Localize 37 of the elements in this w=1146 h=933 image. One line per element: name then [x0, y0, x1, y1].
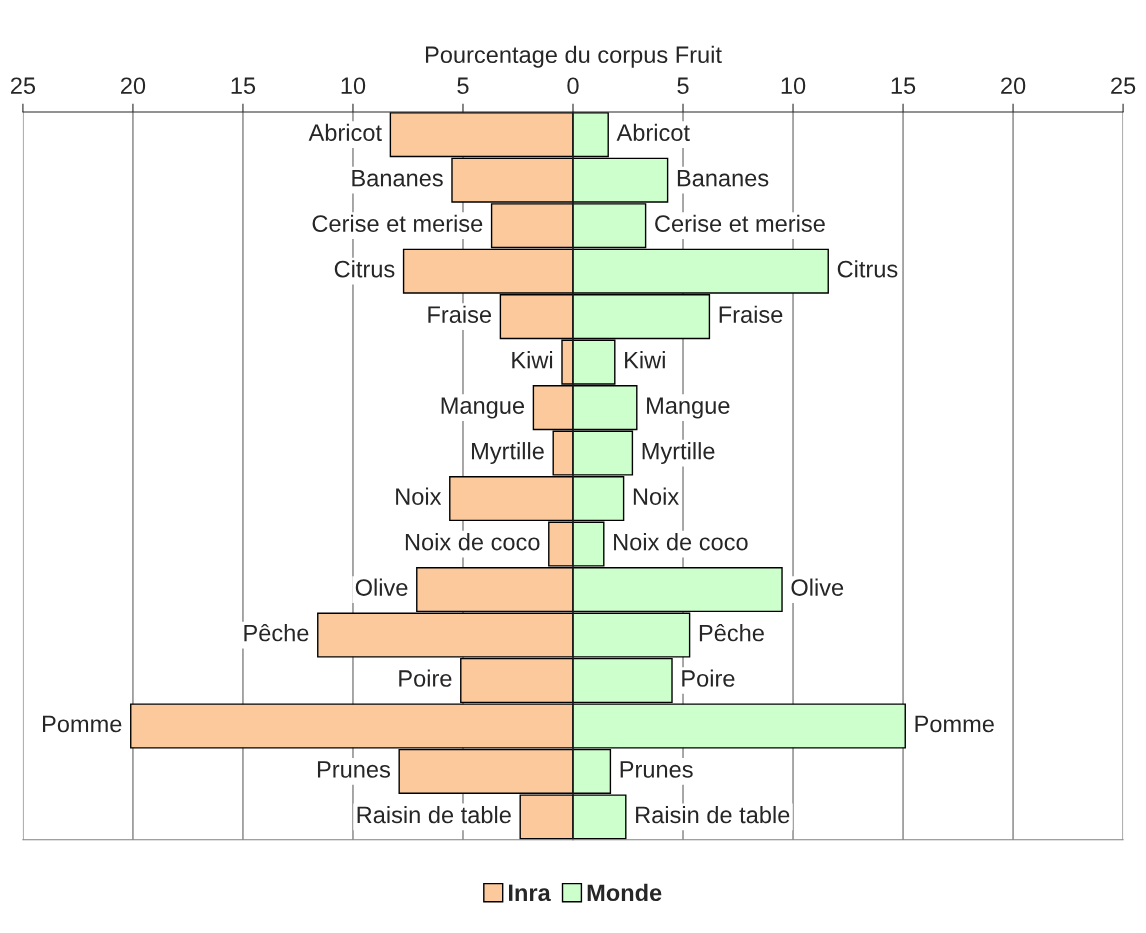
x-tick-label: 10 — [341, 77, 366, 95]
x-tick-label: 20 — [1001, 77, 1026, 95]
x-tick-label: 5 — [677, 77, 689, 95]
legend-label: Monde — [587, 883, 662, 902]
category-label: Cerise et merise — [655, 214, 825, 233]
x-axis-title: Pourcentage du corpus Fruit — [425, 45, 722, 68]
x-tick-label: 25 — [10, 77, 36, 95]
y-tick-label: Cerise et merise — [312, 214, 483, 233]
x-tick-label: 10 — [781, 77, 806, 95]
category-label: Myrtille — [642, 442, 715, 465]
category-label: Olive — [791, 578, 844, 596]
category-label: Raisin de table — [636, 805, 790, 824]
category-label: Abricot — [308, 123, 382, 142]
y-tick-label: Olive — [355, 578, 408, 596]
x-tick-label: 15 — [231, 77, 256, 95]
category-label: Pomme — [915, 715, 994, 733]
y-tick-label: Raisin de table — [357, 805, 511, 824]
category-label: Kiwi — [512, 351, 553, 369]
x-tick-label: 25 — [1111, 77, 1136, 95]
x-tick-label: 20 — [120, 77, 146, 95]
category-label: Citrus — [837, 260, 898, 278]
legend-label: Inra — [509, 884, 551, 902]
y-tick-label: Bananes — [352, 170, 443, 187]
category-label: Bananes — [677, 170, 769, 187]
x-tick-label: 0 — [567, 77, 579, 95]
y-tick-label: Noix de coco — [614, 533, 748, 551]
x-tick-label: 15 — [891, 77, 916, 95]
category-label: Poire — [682, 669, 735, 687]
y-tick-label: Abricot — [616, 123, 690, 142]
category-label: Fraise — [719, 305, 783, 323]
y-tick-label: Noix — [396, 487, 442, 505]
category-label: Mangue — [647, 397, 730, 419]
x-tick-label: 5 — [457, 77, 469, 95]
y-tick-label: Kiwi — [625, 351, 665, 369]
category-label: Pêche — [699, 623, 764, 642]
y-tick-label: Poire — [399, 669, 452, 687]
y-tick-label: Prunes — [620, 761, 693, 778]
